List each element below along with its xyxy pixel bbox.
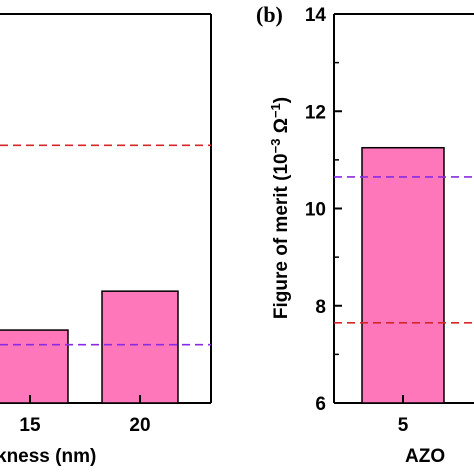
right-y-axis-label: Figure of merit (10−3 Ω−1) (268, 97, 292, 319)
right-xtick-5-label: 5 (398, 415, 409, 436)
left-bar-15 (0, 329, 69, 404)
left-bar-20 (101, 290, 179, 404)
right-bar-5 (361, 146, 445, 404)
right-y-axis-label-end: ) (271, 97, 292, 103)
right-ytick-14-label: 14 (305, 5, 327, 26)
right-ytick-6-label: 6 (315, 394, 326, 415)
panel-label-b: (b) (256, 2, 283, 27)
right-y-axis-label-exp1: −3 (268, 139, 283, 154)
right-y-axis-label-main: Figure of merit (10 (271, 153, 292, 319)
right-chart-panel: (b) 6 8 10 12 14 5 AZO Figure of merit (10−3… (256, 2, 474, 467)
left-xtick-15-label: 15 (19, 415, 41, 436)
right-x-axis-label: AZO (405, 446, 445, 467)
right-ytick-10-label: 10 (305, 200, 326, 221)
right-y-axis-label-mid: Ω (271, 118, 292, 139)
left-x-axis-label: kness (nm) (0, 446, 96, 467)
right-ytick-12-label: 12 (305, 102, 326, 123)
left-chart-panel: 15 20 kness (nm) (0, 13, 212, 467)
right-ytick-8-label: 8 (315, 297, 326, 318)
right-y-axis-label-exp2: −1 (268, 103, 283, 118)
left-xtick-20-label: 20 (129, 415, 150, 436)
